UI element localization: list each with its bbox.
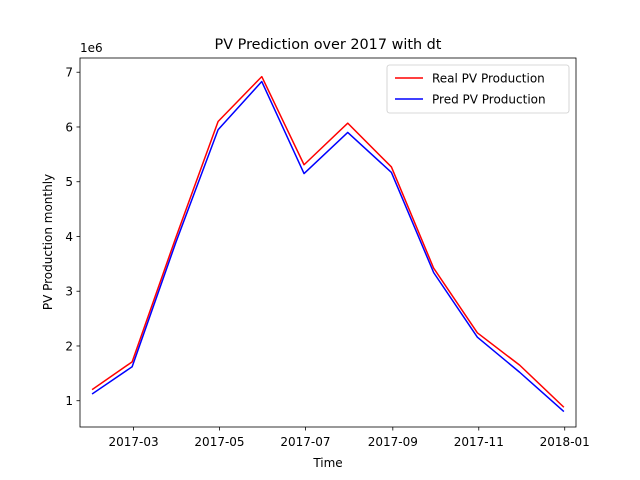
y-offset-label: 1e6 [80,41,103,55]
y-tick-label: 5 [65,175,73,189]
x-tick-label: 2017-07 [280,435,330,449]
x-tick-label: 2017-11 [454,435,504,449]
x-axis-label: Time [312,456,342,470]
y-tick-label: 1 [65,394,73,408]
x-axis-ticks: 2017-03 2017-05 2017-07 2017-09 2017-11 2018-… [108,427,590,449]
series-line-pred [91,80,565,413]
legend-label: Pred PV Production [432,92,546,106]
y-tick-label: 2 [65,339,73,353]
y-axis-ticks: 1 2 3 4 5 6 7 [65,66,80,408]
axes-frame [79,57,577,428]
chart-title: PV Prediction over 2017 with dt [215,37,442,53]
x-tick-label: 2017-03 [108,435,158,449]
y-tick-label: 4 [65,230,73,244]
y-tick-label: 3 [65,285,73,299]
y-tick-label: 7 [65,66,73,80]
plot-area [79,57,577,428]
x-tick-label: 2018-01 [540,435,590,449]
x-tick-label: 2017-09 [368,435,418,449]
legend-box [386,64,570,114]
legend-label: Real PV Production [432,71,545,85]
series-line-real [91,75,565,408]
series-group [91,75,565,413]
y-axis-label: PV Production monthly [41,174,55,310]
legend: Real PV Production Pred PV Production [386,64,570,114]
x-tick-label: 2017-05 [194,435,244,449]
y-tick-label: 6 [65,120,73,134]
